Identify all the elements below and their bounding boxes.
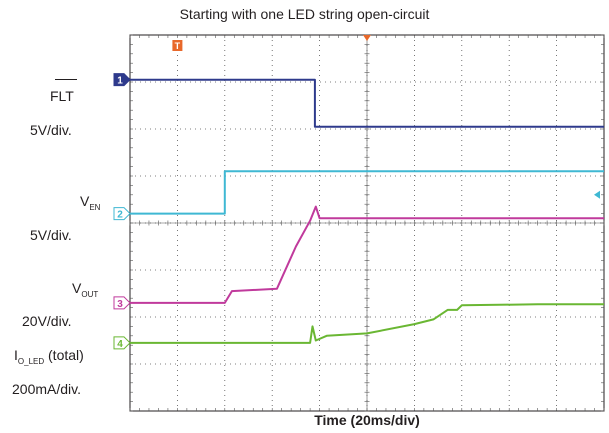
ch3-name-label: VOUT — [72, 280, 99, 299]
ch2-scale-label: 5V/div. — [30, 227, 72, 243]
trace-channel-4 — [130, 303, 604, 344]
chart-title: Starting with one LED string open-circui… — [179, 6, 430, 22]
channel-2-marker-icon — [113, 207, 131, 221]
trigger-level-icon — [594, 190, 600, 199]
channel-4-marker-label: 4 — [117, 339, 123, 350]
trigger-position-icon — [363, 35, 371, 41]
trace-channel-1 — [130, 78, 604, 128]
flt-overbar — [55, 79, 77, 80]
ch2-name-label: VEN — [80, 193, 101, 212]
trace-channel-3 — [130, 205, 604, 304]
channel-3-marker-label: 3 — [117, 299, 123, 310]
x-axis-label: Time (20ms/div) — [314, 412, 420, 428]
ch1-name-label: FLT — [50, 88, 74, 104]
trigger-marker-label: T — [175, 41, 181, 51]
ch3-scale-label: 20V/div. — [22, 313, 72, 329]
trace-channel-2 — [130, 170, 604, 215]
channel-1-marker-label: 1 — [117, 76, 123, 87]
channel-4-marker-icon — [113, 336, 131, 350]
channel-2-marker-label: 2 — [117, 210, 123, 221]
trigger-marker-icon — [172, 40, 183, 51]
channel-3-marker-icon — [113, 296, 131, 310]
ch4-scale-label: 200mA/div. — [12, 381, 81, 397]
channel-1-marker-icon — [113, 73, 131, 87]
ch4-name-label: IO_LED (total) — [14, 347, 84, 366]
ch1-scale-label: 5V/div. — [30, 122, 72, 138]
